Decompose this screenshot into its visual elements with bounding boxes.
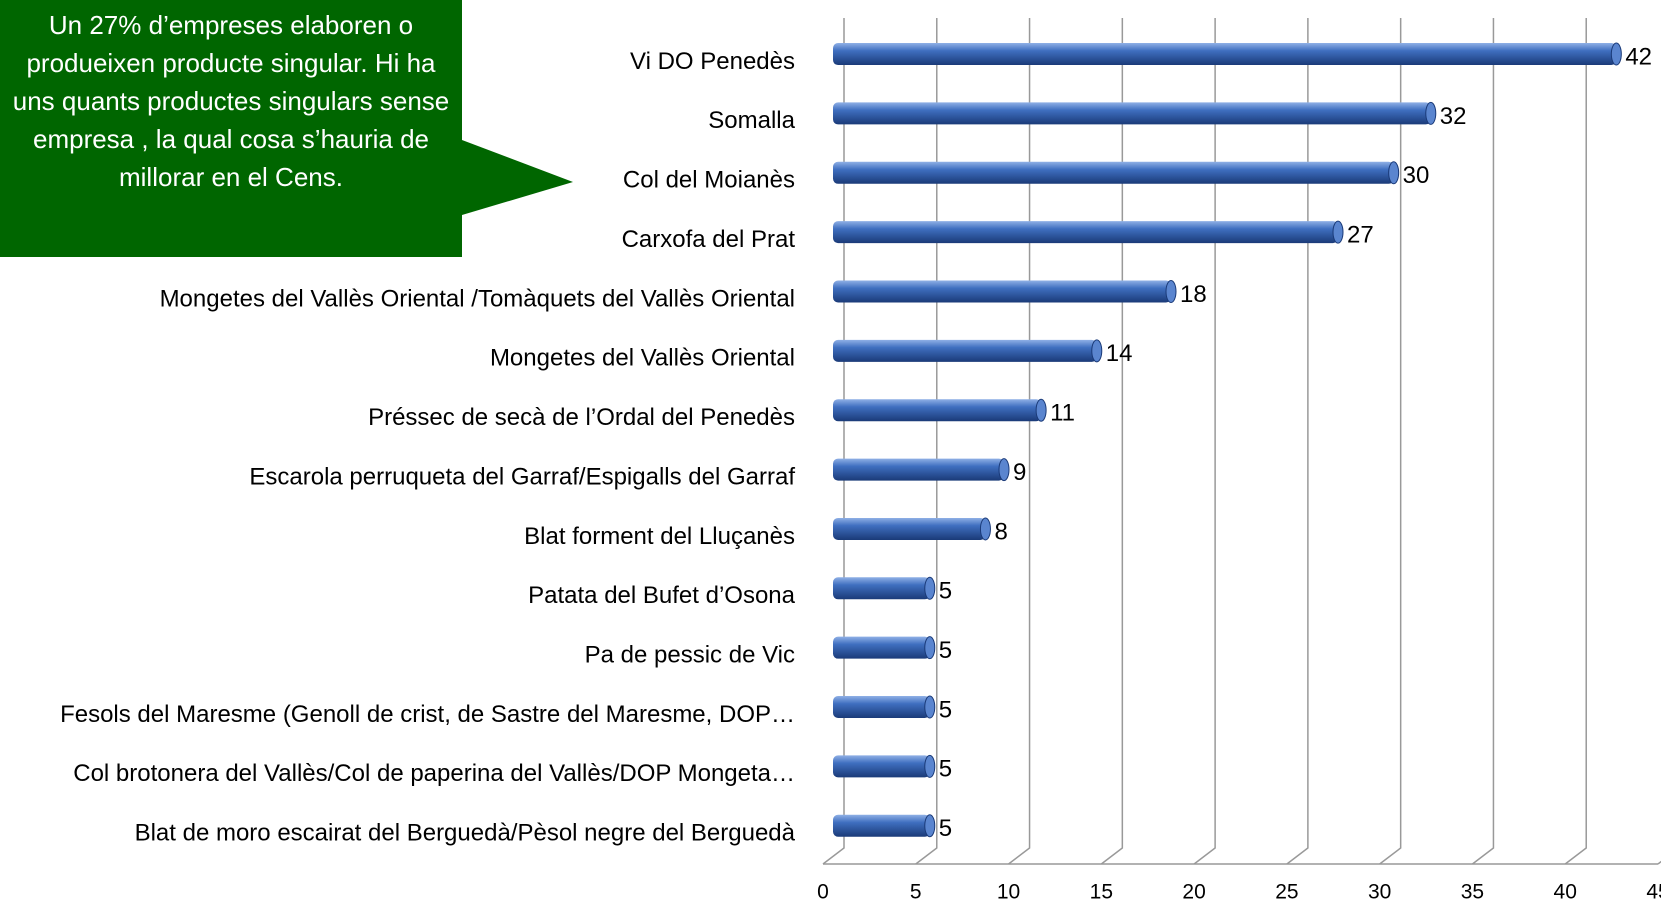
x-tick-label: 15 (1090, 881, 1113, 904)
x-tick-label: 25 (1275, 881, 1298, 904)
bar (833, 636, 930, 659)
bar-cap (1332, 220, 1344, 244)
bar-cap (1035, 398, 1047, 422)
value-label: 27 (1347, 221, 1374, 248)
value-label: 5 (939, 578, 952, 605)
callout-arrow (462, 140, 573, 215)
value-label: 5 (939, 696, 952, 723)
x-tick-label: 5 (910, 881, 922, 904)
value-label: 5 (939, 637, 952, 664)
bar-cap (924, 636, 936, 660)
x-tick-label: 0 (817, 881, 829, 904)
y-tick-label: Blat forment del Lluçanès (524, 523, 795, 550)
bar (833, 458, 1004, 481)
y-tick-label: Préssec de secà de l’Ordal del Penedès (368, 404, 795, 431)
value-label: 42 (1625, 43, 1652, 70)
bar (833, 399, 1042, 422)
grid-line (1193, 18, 1216, 865)
bar-cap (924, 814, 936, 838)
y-tick-label: Somalla (708, 107, 795, 134)
bar-cap (979, 517, 991, 541)
bar-cap (1091, 339, 1103, 363)
bar-cap (924, 576, 936, 600)
bar (833, 339, 1097, 362)
grid-line (822, 18, 845, 865)
value-label: 11 (1050, 400, 1075, 427)
bar-cap (1165, 280, 1177, 303)
x-tick-label: 30 (1368, 881, 1391, 904)
grid-line (1564, 18, 1587, 865)
x-tick-label: 40 (1554, 881, 1577, 904)
bar (833, 102, 1431, 125)
bar (833, 577, 930, 600)
value-label: 14 (1106, 340, 1133, 367)
bar-cap (1610, 42, 1622, 66)
grid-line (1379, 18, 1402, 865)
value-label: 5 (939, 756, 952, 783)
y-tick-label: Escarola perruqueta del Garraf/Espigalls… (249, 463, 795, 490)
value-label: 18 (1180, 281, 1207, 308)
bar (833, 755, 930, 778)
y-tick-label: Carxofa del Prat (622, 226, 796, 253)
callout-box (0, 0, 462, 257)
bar (833, 814, 930, 837)
bar (833, 517, 986, 540)
callout-text: Un 27% d’empreses elaboren o produeixen … (12, 10, 450, 192)
y-tick-label: Col brotonera del Vallès/Col de paperina… (73, 760, 795, 787)
bar-cap (924, 754, 936, 778)
y-tick-label: Pa de pessic de Vic (585, 641, 795, 668)
y-tick-label: Mongetes del Vallès Oriental (490, 345, 795, 372)
bar (833, 43, 1617, 66)
bar-cap (1425, 101, 1437, 125)
value-label: 30 (1403, 162, 1430, 189)
grid-line (1286, 18, 1309, 865)
x-tick-label: 45 (1646, 881, 1661, 904)
grid-line (1471, 18, 1495, 865)
bar-cap (924, 695, 936, 719)
bar (833, 221, 1338, 244)
value-label: 8 (994, 518, 1007, 545)
grid-line (915, 18, 938, 865)
bar-cap (1388, 161, 1400, 185)
grid-line (1008, 18, 1031, 865)
y-tick-label: Vi DO Penedès (630, 48, 795, 75)
value-label: 5 (939, 815, 952, 842)
bar-cap (998, 458, 1010, 482)
bar (833, 280, 1171, 303)
y-tick-label: Blat de moro escairat del Berguedà/Pèsol… (135, 820, 796, 847)
y-tick-label: Fesols del Maresme (Genoll de crist, de … (60, 701, 795, 728)
value-label: 32 (1440, 103, 1467, 130)
bar (833, 161, 1394, 184)
x-tick-label: 35 (1461, 881, 1484, 904)
x-tick-label: 20 (1182, 881, 1205, 904)
y-tick-label: Patata del Bufet d’Osona (528, 582, 796, 609)
bar (833, 696, 930, 719)
y-tick-label: Col del Moianès (623, 167, 795, 194)
value-label: 9 (1013, 459, 1026, 486)
grid-line (1100, 18, 1124, 865)
x-tick-label: 10 (997, 881, 1020, 904)
y-tick-label: Mongetes del Vallès Oriental /Tomàquets … (160, 285, 795, 312)
